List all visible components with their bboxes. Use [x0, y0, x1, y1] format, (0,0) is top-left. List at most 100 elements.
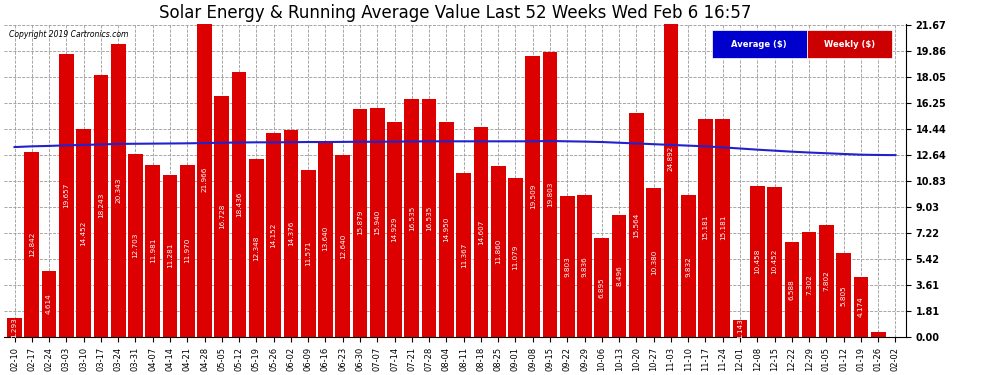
Bar	[681, 195, 696, 337]
Text: 5.805: 5.805	[841, 285, 846, 306]
Text: 11.367: 11.367	[460, 243, 466, 268]
Text: 11.281: 11.281	[167, 243, 173, 268]
Text: 8.496: 8.496	[616, 266, 622, 286]
Bar	[508, 177, 523, 337]
Bar	[750, 186, 764, 337]
Bar	[543, 52, 557, 337]
Bar	[853, 277, 868, 337]
Text: 14.950: 14.950	[444, 217, 449, 242]
Text: 4.174: 4.174	[858, 297, 864, 317]
Bar	[612, 215, 627, 337]
Text: 13.640: 13.640	[323, 226, 329, 252]
Bar	[663, 0, 678, 337]
Bar	[111, 44, 126, 337]
Bar	[266, 134, 281, 337]
Bar	[646, 188, 661, 337]
Bar	[716, 118, 730, 337]
Text: 15.181: 15.181	[703, 215, 709, 240]
Bar	[698, 118, 713, 337]
Text: 14.152: 14.152	[270, 222, 276, 248]
Bar	[871, 332, 885, 337]
Text: 15.181: 15.181	[720, 215, 726, 240]
Bar	[215, 96, 229, 337]
Text: 9.832: 9.832	[685, 256, 691, 276]
Bar	[784, 242, 799, 337]
Text: 11.981: 11.981	[149, 238, 155, 263]
Text: 19.509: 19.509	[530, 184, 536, 209]
Text: 19.803: 19.803	[547, 182, 553, 207]
Text: 6.588: 6.588	[789, 279, 795, 300]
Text: 11.970: 11.970	[184, 238, 190, 264]
Text: 21.966: 21.966	[202, 166, 208, 192]
Bar	[94, 75, 108, 337]
Bar	[76, 129, 91, 337]
FancyBboxPatch shape	[807, 30, 892, 58]
Text: 11.079: 11.079	[513, 244, 519, 270]
Bar	[819, 225, 834, 337]
Bar	[767, 187, 782, 337]
Text: 16.535: 16.535	[426, 205, 432, 231]
Bar	[42, 270, 56, 337]
Text: 1.143: 1.143	[737, 318, 743, 339]
Bar	[162, 175, 177, 337]
Bar	[352, 108, 367, 337]
Text: 18.243: 18.243	[98, 193, 104, 218]
Text: 1.293: 1.293	[12, 317, 18, 338]
Text: 9.836: 9.836	[581, 256, 587, 276]
Text: 18.436: 18.436	[236, 192, 243, 217]
Bar	[180, 165, 195, 337]
Text: 20.343: 20.343	[115, 178, 121, 203]
Text: 7.802: 7.802	[824, 270, 830, 291]
Bar	[283, 130, 298, 337]
Bar	[405, 99, 419, 337]
Bar	[456, 173, 471, 337]
Bar	[59, 54, 73, 337]
Text: 9.803: 9.803	[564, 256, 570, 277]
Text: 15.564: 15.564	[634, 212, 640, 238]
Text: 24.892: 24.892	[668, 145, 674, 171]
Bar	[146, 165, 160, 337]
Bar	[336, 155, 350, 337]
Text: Weekly ($): Weekly ($)	[824, 40, 875, 49]
Bar	[577, 195, 592, 337]
Text: 11.860: 11.860	[495, 239, 501, 264]
Bar	[560, 196, 574, 337]
Bar	[837, 254, 851, 337]
Bar	[197, 21, 212, 337]
Text: 4.614: 4.614	[47, 293, 52, 314]
Bar	[422, 99, 437, 337]
Text: 10.458: 10.458	[754, 249, 760, 274]
Bar	[491, 166, 506, 337]
Text: 12.348: 12.348	[253, 236, 259, 261]
Bar	[387, 122, 402, 337]
Bar	[594, 238, 609, 337]
Text: 14.452: 14.452	[80, 220, 87, 246]
Bar	[733, 320, 747, 337]
Text: 12.842: 12.842	[29, 232, 35, 257]
Bar	[232, 72, 247, 337]
Title: Solar Energy & Running Average Value Last 52 Weeks Wed Feb 6 16:57: Solar Energy & Running Average Value Las…	[158, 4, 751, 22]
Bar	[526, 56, 541, 337]
Bar	[629, 113, 644, 337]
Bar	[249, 159, 263, 337]
Text: 10.380: 10.380	[650, 249, 656, 275]
Bar	[439, 122, 453, 337]
Text: 19.657: 19.657	[63, 183, 69, 208]
Text: Copyright 2019 Cartronics.com: Copyright 2019 Cartronics.com	[9, 30, 128, 39]
Bar	[318, 141, 333, 337]
Text: 12.703: 12.703	[133, 233, 139, 258]
Text: 15.940: 15.940	[374, 210, 380, 235]
Bar	[25, 152, 40, 337]
Text: 6.895: 6.895	[599, 277, 605, 298]
Text: 12.640: 12.640	[340, 233, 346, 259]
Bar	[370, 108, 385, 337]
Bar	[7, 318, 22, 337]
Text: 16.728: 16.728	[219, 204, 225, 229]
Text: 11.571: 11.571	[305, 241, 311, 266]
Text: 16.535: 16.535	[409, 205, 415, 231]
Text: 10.452: 10.452	[771, 249, 777, 274]
Text: 15.879: 15.879	[357, 210, 363, 236]
Bar	[301, 171, 316, 337]
Text: Average ($): Average ($)	[731, 40, 787, 49]
Text: 14.376: 14.376	[288, 221, 294, 246]
